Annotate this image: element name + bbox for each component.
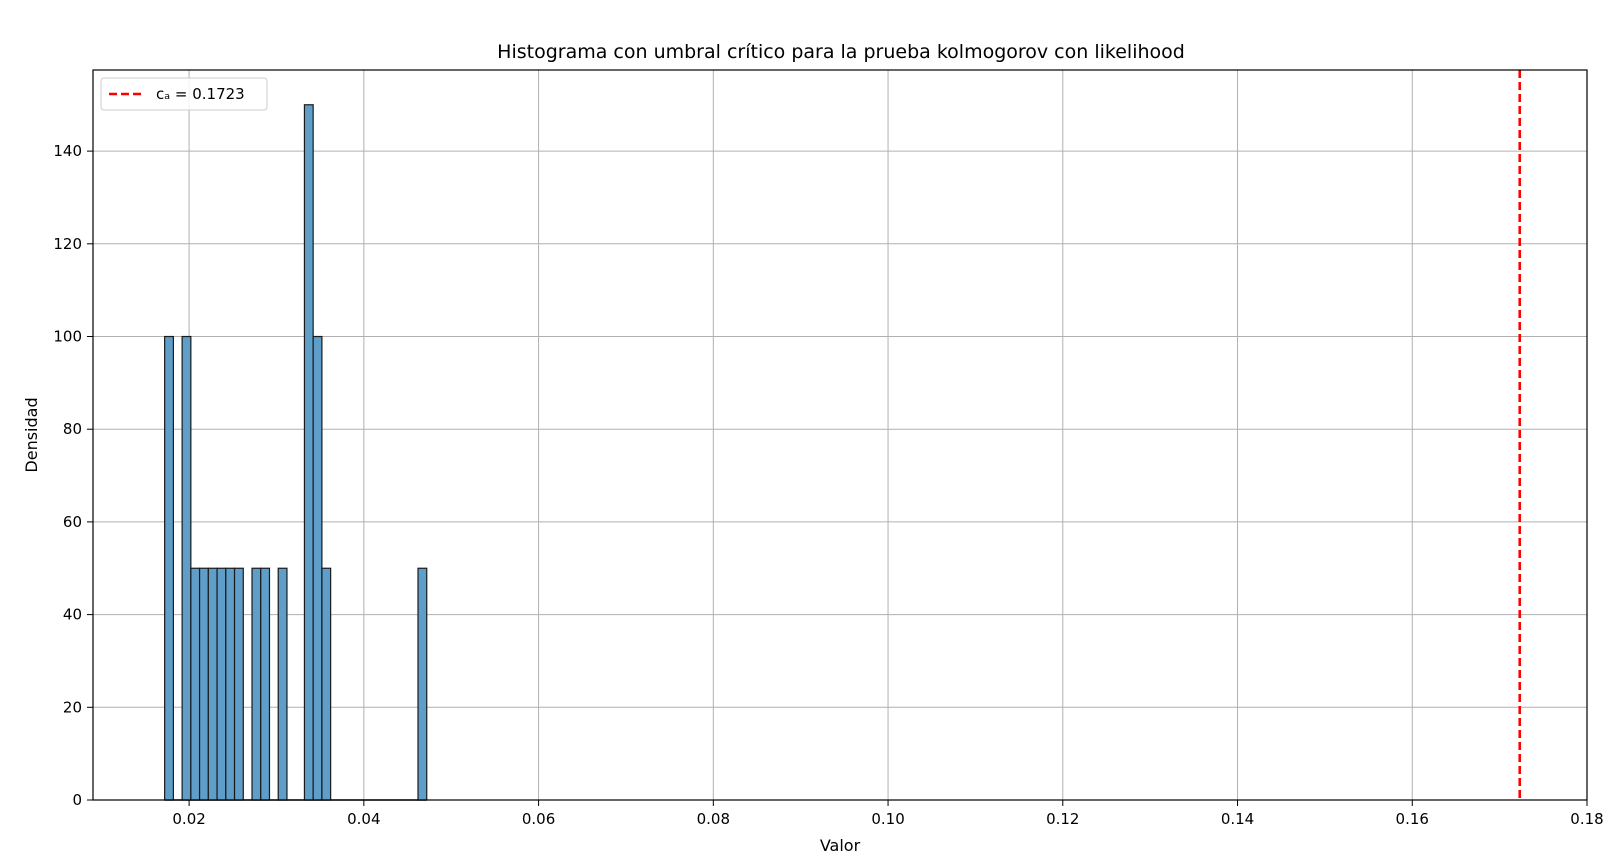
histogram-bars [164,104,428,801]
legend-box [100,77,268,111]
histogram-bar [190,567,201,801]
x-tick-label: 0.08 [697,810,730,828]
histogram-bar [417,567,428,801]
x-axis-ticks: 0.02 0.04 0.06 0.08 0.10 0.12 0.14 0.16 0.18 [172,800,1604,828]
y-tick-label: 80 [63,420,82,438]
histogram-bar [260,567,271,801]
histogram-bar [321,567,332,801]
x-tick-label: 0.10 [871,810,904,828]
y-tick-label: 0 [72,791,82,809]
x-tick-label: 0.14 [1221,810,1254,828]
legend: cₐ = 0.1723 [100,77,268,111]
x-axis-label: Valor [820,836,861,855]
y-axis-label: Densidad [22,397,41,472]
histogram-bar [312,335,323,801]
x-tick-label: 0.16 [1396,810,1429,828]
plot-frame [92,69,1588,801]
histogram-bar [225,567,236,801]
histogram-bar [303,104,314,801]
y-tick-label: 60 [63,513,82,531]
legend-threshold-label: cₐ = 0.1723 [156,85,245,103]
y-tick-label: 20 [63,698,82,716]
histogram-bar [198,567,209,801]
y-tick-label: 100 [53,328,82,346]
histogram-bar [207,567,218,801]
x-tick-label: 0.12 [1046,810,1079,828]
y-tick-label: 120 [53,235,82,253]
histogram-bar [164,335,174,801]
x-tick-label: 0.04 [347,810,380,828]
x-tick-label: 0.18 [1570,810,1603,828]
y-tick-label: 40 [63,606,82,624]
x-tick-label: 0.06 [522,810,555,828]
histogram-bar [216,567,227,801]
histogram-bar [277,567,288,801]
chart-title: Histograma con umbral crítico para la pr… [497,41,1185,63]
histogram-bar [181,335,192,801]
y-axis-ticks: 0 20 40 60 80 100 120 140 [53,142,93,809]
x-tick-label: 0.02 [172,810,205,828]
histogram-bar [251,567,262,801]
histogram-bar [233,567,244,801]
y-tick-label: 140 [53,142,82,160]
